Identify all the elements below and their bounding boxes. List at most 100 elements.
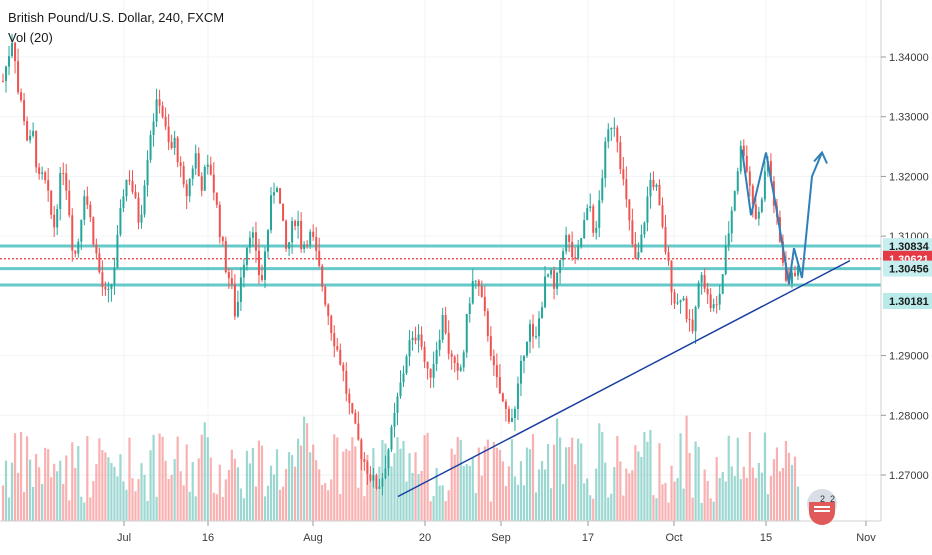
candle-body [769,160,772,182]
candle-body [670,260,673,293]
candle-body [414,337,417,341]
volume-bar [778,471,782,521]
volume-bar [658,443,661,521]
candle-body [628,199,631,221]
volume-bar [769,475,772,521]
support-resistance-levels[interactable] [0,244,881,287]
candle-body [486,311,489,337]
volume-bar [44,447,47,521]
volume-bar [522,485,526,521]
candle-body [640,234,643,253]
candle-body [691,319,694,332]
candle-body [483,296,486,312]
volume-bar [559,437,562,521]
volume-bar [10,462,14,521]
candle-body [456,363,459,371]
volume-bar [13,433,17,521]
candle-body [89,204,92,218]
candle-body [339,349,342,365]
volume-bar [366,454,369,521]
volume-bar [53,463,56,521]
candle-body [309,231,312,245]
volume-bar [775,447,779,521]
candle-body [453,356,456,364]
price-tag-background [883,238,932,255]
volume-bar [613,467,616,521]
volume-bar [242,498,246,521]
candle-body [263,251,266,280]
candle-body [438,339,441,350]
volume-bar [495,447,498,521]
volume-bar [471,457,474,521]
volume-bar [622,495,625,521]
volume-bar [275,449,279,521]
candle-body [525,341,528,356]
candle-body [279,188,282,204]
volume-bar [68,500,71,521]
volume-bar [248,463,252,521]
volume-bar [432,496,435,521]
candle-body [65,173,68,191]
candle-body [50,190,53,215]
candle-body [366,461,369,475]
candle-body [649,179,652,197]
candle-body [429,368,432,378]
candle-body [492,355,495,366]
candle-body [643,222,646,235]
volume-bar [402,440,405,521]
candle-body [44,172,47,181]
volume-bar [215,494,218,521]
candle-body [763,171,766,200]
volume-bar [209,457,212,521]
time-tick-label: Sep [491,532,511,544]
candle-body [98,253,101,273]
volume-bar [360,444,363,521]
volume-bar [468,465,471,521]
candle-body [354,412,357,424]
volume-bar [483,446,486,521]
axes [0,0,882,522]
candle-body [251,232,254,238]
volume-bar [763,432,766,521]
time-axis-labels[interactable]: Jul 16 Aug 20 Sep 17 Oct 15 Nov [117,521,876,544]
volume-bar [203,422,206,521]
volume-bar [86,436,89,521]
candle-body [673,292,676,304]
chart-title[interactable]: British Pound/U.S. Dollar, 240, FXCM [8,10,225,25]
candle-body [793,272,796,276]
candle-body [652,179,655,188]
candle-body [161,105,164,117]
projection-arrowhead [813,150,828,164]
volume-bar [128,437,131,521]
volume-bar [408,453,411,521]
volume-indicator-label[interactable]: Vol (20) [8,30,53,45]
candle-body [300,220,303,250]
volume-bar [131,478,134,521]
volume-bar [652,495,655,521]
volume-bar [173,459,176,521]
volume-bar [534,492,538,521]
volume-bar [459,440,462,521]
volume-bar [98,438,101,521]
candle-body [679,300,682,303]
volume-bar [583,483,586,521]
candle-body [294,221,297,226]
time-tick-label: Nov [856,532,876,544]
volume-bar [354,446,357,521]
candle-body [498,377,501,394]
volume-bar [619,461,622,521]
volume-bar [19,432,23,521]
candle-body [760,199,763,212]
candle-body [739,145,742,172]
volume-bar [260,445,264,521]
volume-bar [438,485,441,521]
candle-body [790,272,793,284]
drawing-tools[interactable] [397,149,851,498]
candle-body [435,349,438,365]
candle-body [369,474,372,481]
volume-bar [230,449,233,521]
volume-bar [760,472,763,521]
